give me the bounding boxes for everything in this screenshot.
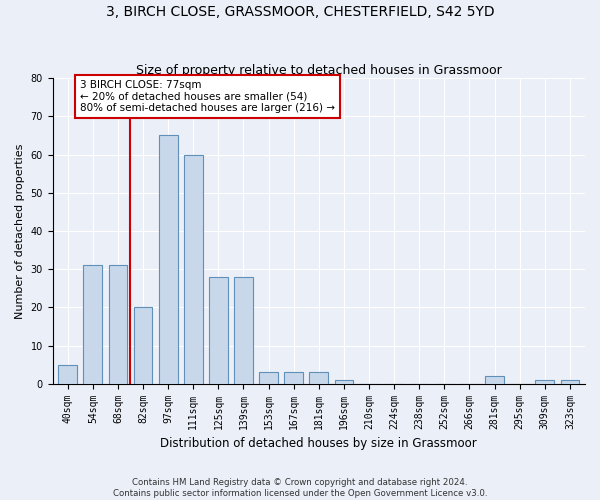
Bar (560, 380, 580, 384)
Bar (535, 380, 554, 384)
Text: 3, BIRCH CLOSE, GRASSMOOR, CHESTERFIELD, S42 5YD: 3, BIRCH CLOSE, GRASSMOOR, CHESTERFIELD,… (106, 5, 494, 19)
Bar (83, 266, 102, 384)
Title: Size of property relative to detached houses in Grassmoor: Size of property relative to detached ho… (136, 64, 502, 77)
Text: Contains HM Land Registry data © Crown copyright and database right 2024.
Contai: Contains HM Land Registry data © Crown c… (113, 478, 487, 498)
Bar (234, 277, 253, 384)
Bar (109, 266, 127, 384)
Bar (310, 372, 328, 384)
Bar (284, 372, 303, 384)
Bar (184, 154, 203, 384)
Bar (335, 380, 353, 384)
Bar (159, 136, 178, 384)
Bar (259, 372, 278, 384)
Bar (209, 277, 228, 384)
X-axis label: Distribution of detached houses by size in Grassmoor: Distribution of detached houses by size … (160, 437, 477, 450)
Y-axis label: Number of detached properties: Number of detached properties (15, 143, 25, 318)
Bar (58, 364, 77, 384)
Text: 3 BIRCH CLOSE: 77sqm
← 20% of detached houses are smaller (54)
80% of semi-detac: 3 BIRCH CLOSE: 77sqm ← 20% of detached h… (80, 80, 335, 114)
Bar (485, 376, 504, 384)
Bar (134, 308, 152, 384)
